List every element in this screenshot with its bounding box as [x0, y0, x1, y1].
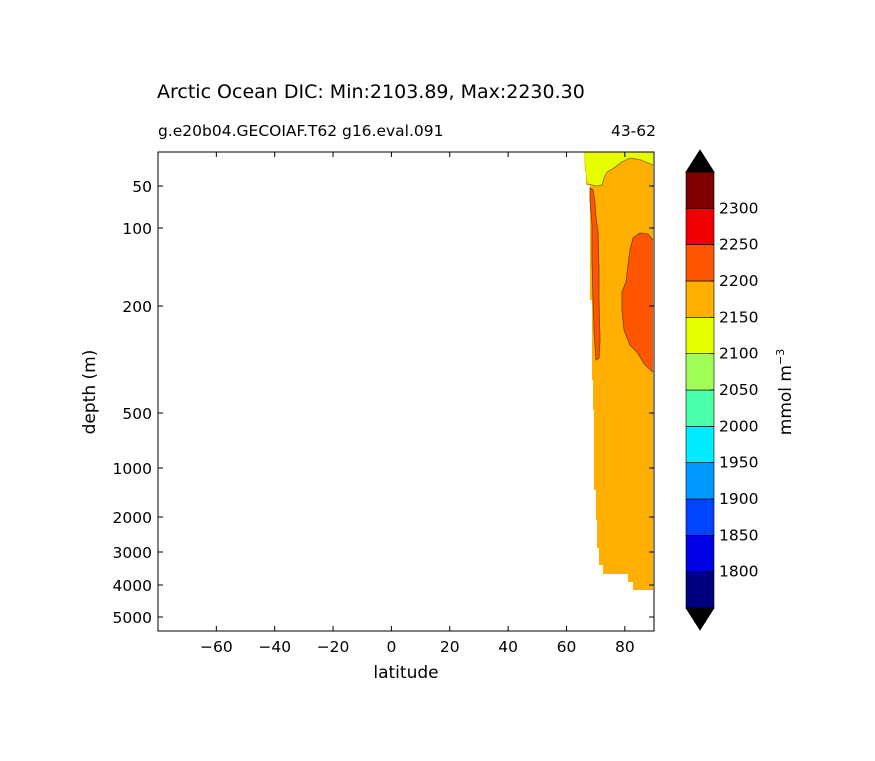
colorbar-tick-label: 1950	[719, 454, 758, 472]
colorbar-tick-label: 2300	[719, 199, 758, 217]
colorbar-tick-label: 2200	[719, 272, 758, 290]
contour-lines	[587, 157, 654, 373]
contour-line-2250-east	[621, 232, 654, 373]
contour-fill-2250-2300-east	[622, 233, 653, 372]
y-axis-label: depth (m)	[80, 350, 100, 435]
colorbar-tick-label: 1850	[719, 526, 758, 544]
contour-line-2200	[587, 157, 654, 187]
colorbar-tick-label: 1900	[719, 490, 758, 508]
x-tick-label: 60	[557, 638, 577, 656]
contour-fill-2150-2200	[584, 152, 653, 186]
colorbar-tick-label: 1800	[719, 563, 758, 581]
y-tick-label: 5000	[113, 609, 152, 627]
y-tick-label: 1000	[113, 460, 152, 478]
x-axis-label: latitude	[373, 663, 438, 683]
colorbar-tick-label: 2000	[719, 417, 758, 435]
colorbar-swatch	[685, 389, 715, 427]
colorbar-swatch	[685, 462, 715, 500]
colorbar: 1800 1850 1900 1950 2000 2050 2100 2150 2200 2250…	[685, 149, 758, 631]
x-tick-label: 0	[386, 638, 396, 656]
colorbar-swatch	[685, 353, 715, 391]
y-axis-ticks: 50 100 200 500 1000 2000 3000 4000 5000	[113, 178, 654, 627]
contour-fills	[584, 152, 653, 590]
colorbar-swatch	[685, 208, 715, 245]
colorbar-swatch	[685, 426, 715, 463]
colorbar-tick-label: 2250	[719, 236, 758, 254]
chart-subtitle-left: g.e20b04.GECOIAF.T62 g16.eval.091	[158, 122, 444, 140]
x-tick-label: 80	[615, 638, 635, 656]
x-tick-label: −60	[200, 638, 233, 656]
colorbar-swatch	[685, 317, 715, 354]
x-tick-label: −40	[258, 638, 291, 656]
x-tick-label: 20	[440, 638, 460, 656]
colorbar-label: mmol m−3	[774, 349, 796, 435]
colorbar-tick-label: 2150	[719, 308, 758, 326]
y-tick-label: 100	[122, 220, 152, 238]
plot-area-frame	[157, 151, 655, 632]
chart-title: Arctic Ocean DIC: Min:2103.89, Max:2230.…	[157, 81, 585, 103]
colorbar-label-text: mmol m	[776, 365, 796, 435]
colorbar-label-exponent: −3	[774, 349, 787, 365]
x-tick-label: 40	[498, 638, 518, 656]
colorbar-swatch	[685, 571, 715, 609]
y-tick-label: 4000	[113, 577, 152, 595]
x-axis-ticks: −60 −40 −20 0 20 40 60 80	[200, 152, 635, 656]
y-tick-label: 2000	[113, 509, 152, 527]
colorbar-swatch	[685, 498, 715, 536]
y-tick-label: 3000	[113, 544, 152, 562]
y-tick-label: 50	[132, 178, 152, 196]
colorbar-swatch	[685, 535, 715, 572]
contour-line-2250-west	[589, 187, 601, 361]
colorbar-tick-label: 2100	[719, 345, 758, 363]
y-tick-label: 200	[122, 298, 152, 316]
colorbar-extend-min	[685, 607, 715, 631]
colorbar-tick-label: 2050	[719, 381, 758, 399]
colorbar-swatch	[685, 280, 715, 318]
y-tick-label: 500	[122, 405, 152, 423]
colorbar-extend-max	[685, 149, 715, 173]
x-tick-label: −20	[317, 638, 350, 656]
chart-subtitle-right: 43-62	[611, 122, 656, 140]
colorbar-swatch	[685, 171, 715, 209]
colorbar-swatch	[685, 244, 715, 282]
